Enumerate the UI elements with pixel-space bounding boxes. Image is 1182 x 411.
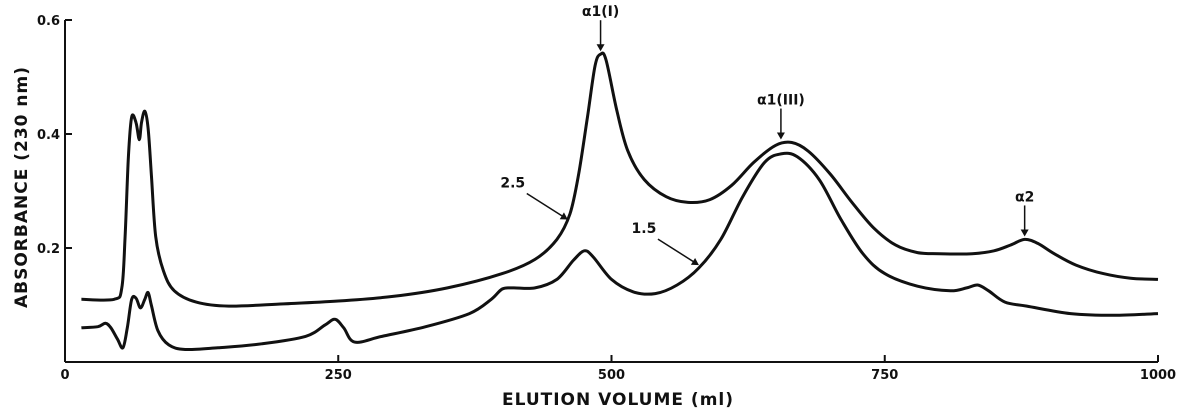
x-tick-label: 250: [325, 368, 352, 383]
y-tick-label: 0.2: [37, 242, 60, 257]
y-tick-label: 0.4: [37, 128, 60, 143]
series-line-1-5: [81, 151, 1159, 352]
x-tick-label: 0: [60, 368, 69, 383]
peak-arrowhead: [776, 132, 785, 140]
ticks: 0 250 500 750 1000 0.2 0.4 0.6: [37, 14, 1176, 383]
series-line-2-5: [81, 51, 1159, 308]
x-tick-label: 1000: [1140, 368, 1176, 383]
series-label-arrow: [657, 238, 696, 264]
series-group: [81, 51, 1159, 352]
x-tick-label: 500: [598, 368, 625, 383]
x-tick-label: 750: [871, 368, 898, 383]
peak-arrowhead: [1020, 229, 1029, 237]
series-label: 1.5: [632, 221, 657, 237]
series-label: 2.5: [500, 176, 525, 192]
peak-label: α1(III): [757, 93, 805, 109]
x-axis-title: ELUTION VOLUME (ml): [502, 390, 734, 410]
series-label-arrowhead: [559, 212, 568, 220]
series-label-arrowhead: [690, 258, 699, 266]
y-axis-title: ABSORBANCE (230 nm): [12, 66, 32, 308]
peak-label: α1(I): [582, 4, 619, 20]
annotations: α1(I) α1(III) α2 2.5 1.5: [500, 4, 1034, 266]
peak-label: α2: [1015, 189, 1034, 205]
peak-arrowhead: [596, 44, 605, 52]
y-tick-label: 0.6: [37, 14, 60, 29]
series-label-arrow: [526, 192, 565, 219]
axes: [64, 20, 1158, 363]
